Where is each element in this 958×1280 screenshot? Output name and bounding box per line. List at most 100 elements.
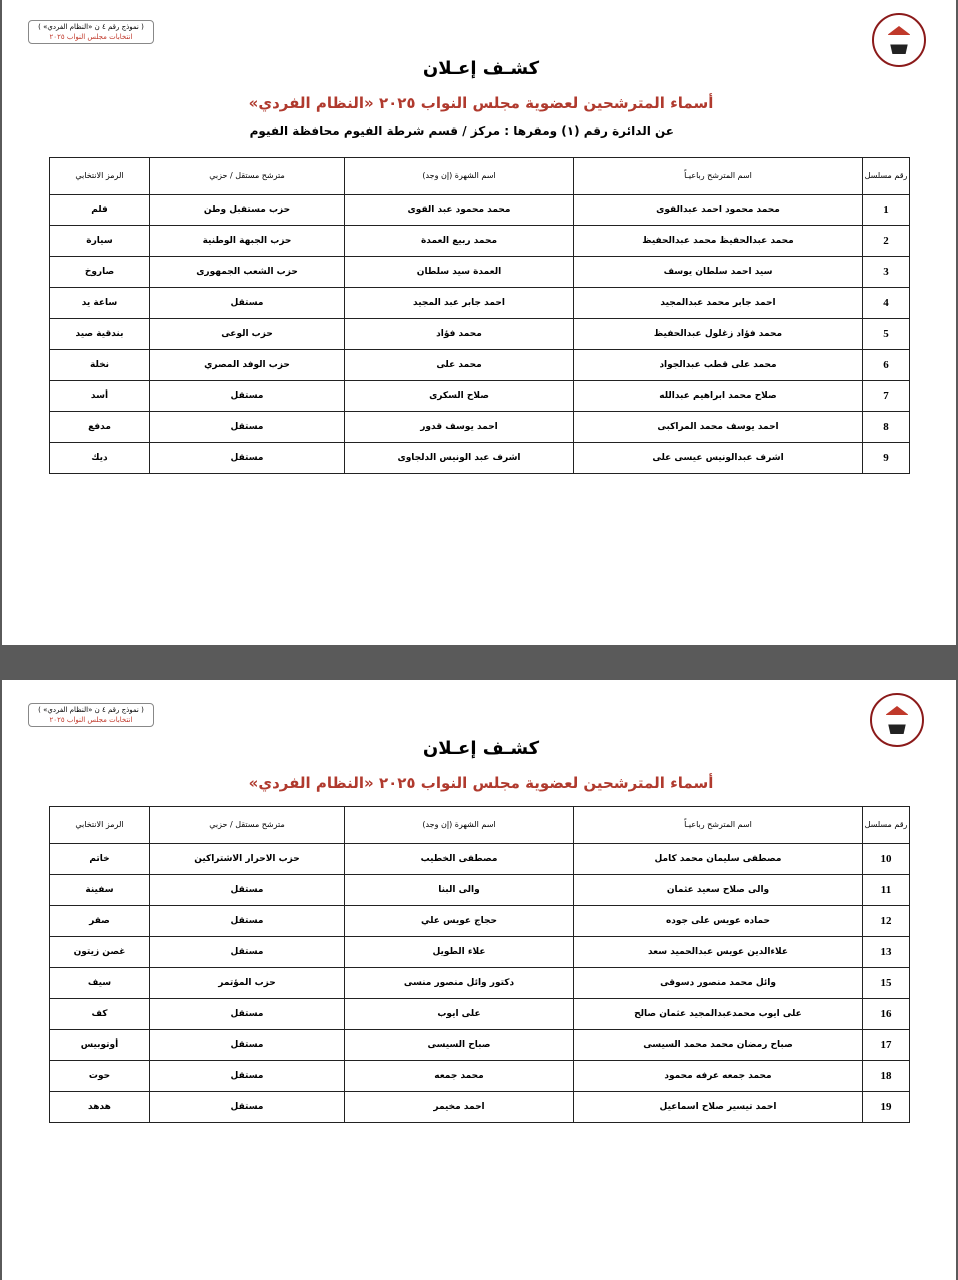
table-header: رقم مسلسل اسم المترشح رباعيـاً اسم الشهر…	[49, 806, 910, 844]
table-row: 7 صلاح محمد ابراهيم عبدالله صلاح السكرى مست…	[49, 380, 910, 412]
symbol-cell: نخلة	[49, 349, 150, 381]
symbol-cell: بندقية صيد	[49, 318, 150, 350]
nickname-cell: اشرف عبد الونيس الدلجاوى	[344, 442, 574, 474]
nickname-cell: دكتور وائل منصور منسى	[344, 967, 574, 999]
nickname-cell: محمد ربيع العمدة	[344, 225, 574, 257]
table-row: 12 حماده عويس على جوده حجاج عويس علي مستقل ص…	[49, 905, 910, 937]
nickname-cell: علاء الطويل	[344, 936, 574, 968]
col-nickname: اسم الشهرة (إن وجد)	[344, 806, 574, 844]
col-full-name: اسم المترشح رباعيـاً	[573, 806, 863, 844]
full-name-cell: محمد على قطب عبدالجواد	[573, 349, 863, 381]
nickname-cell: محمد على	[344, 349, 574, 381]
serial-cell: 5	[862, 318, 910, 350]
full-name-cell: والى صلاح سعيد عثمان	[573, 874, 863, 906]
table-row: 10 مصطفى سليمان محمد كامل مصطفى الخطيب حزب …	[49, 843, 910, 875]
nickname-cell: على ايوب	[344, 998, 574, 1030]
page-1: ( نموذج رقم ٤ ن «النظام الفردي» ) انتخاب…	[2, 0, 956, 645]
nickname-cell: والى البنا	[344, 874, 574, 906]
affiliation-cell: مستقل	[149, 442, 345, 474]
symbol-cell: صقر	[49, 905, 150, 937]
col-affiliation: مترشح مستقل / حزبي	[149, 157, 345, 195]
table-row: 8 احمد يوسف محمد المراكبى احمد يوسف قدور مس…	[49, 411, 910, 443]
full-name-cell: محمد عبدالحفيظ محمد عبدالحفيظ	[573, 225, 863, 257]
full-name-cell: سيد احمد سلطان يوسف	[573, 256, 863, 288]
page-subtitle: أسماء المترشحين لعضوية مجلس النواب ٢٠٢٥ …	[248, 94, 714, 112]
symbol-cell: أسد	[49, 380, 150, 412]
full-name-cell: مصطفى سليمان محمد كامل	[573, 843, 863, 875]
affiliation-cell: مستقل	[149, 287, 345, 319]
serial-cell: 18	[862, 1060, 910, 1092]
table-row: 15 وائل محمد منصور دسوقى دكتور وائل منصور …	[49, 967, 910, 999]
affiliation-cell: حزب الوعى	[149, 318, 345, 350]
symbol-cell: مدفع	[49, 411, 150, 443]
serial-cell: 6	[862, 349, 910, 381]
table-row: 19 احمد تيسير صلاح اسماعيل احمد مخيمر مستقل…	[49, 1091, 910, 1123]
serial-cell: 11	[862, 874, 910, 906]
full-name-cell: وائل محمد منصور دسوقى	[573, 967, 863, 999]
serial-cell: 12	[862, 905, 910, 937]
nickname-cell: احمد جابر عبد المجيد	[344, 287, 574, 319]
election-authority-logo-icon	[870, 693, 924, 747]
nickname-cell: محمد محمود عبد القوى	[344, 194, 574, 226]
page-subtitle: أسماء المترشحين لعضوية مجلس النواب ٢٠٢٥ …	[248, 774, 714, 792]
nickname-cell: حجاج عويس علي	[344, 905, 574, 937]
serial-cell: 3	[862, 256, 910, 288]
candidates-table-2: رقم مسلسل اسم المترشح رباعيـاً اسم الشهر…	[49, 806, 910, 1123]
serial-cell: 9	[862, 442, 910, 474]
col-symbol: الرمز الانتخابي	[49, 157, 150, 195]
col-symbol: الرمز الانتخابي	[49, 806, 150, 844]
table-row: 9 اشرف عبدالونيس عيسى على اشرف عبد الونيس …	[49, 442, 910, 474]
candidates-table-1: رقم مسلسل اسم المترشح رباعيـاً اسم الشهر…	[49, 157, 910, 474]
table-row: 11 والى صلاح سعيد عثمان والى البنا مستقل سفي…	[49, 874, 910, 906]
full-name-cell: احمد تيسير صلاح اسماعيل	[573, 1091, 863, 1123]
col-serial: رقم مسلسل	[862, 806, 910, 844]
form-label-line2: انتخابات مجلس النواب ٢٠٢٥	[49, 33, 133, 41]
table-row: 1 محمد محمود احمد عبدالقوى محمد محمود عبد …	[49, 194, 910, 226]
full-name-cell: محمد فؤاد زغلول عبدالحفيظ	[573, 318, 863, 350]
table-row: 4 احمد جابر محمد عبدالمجيد احمد جابر عبد ا…	[49, 287, 910, 319]
affiliation-cell: مستقل	[149, 998, 345, 1030]
table-row: 5 محمد فؤاد زغلول عبدالحفيظ محمد فؤاد حزب ا…	[49, 318, 910, 350]
nickname-cell: صلاح السكرى	[344, 380, 574, 412]
nickname-cell: احمد مخيمر	[344, 1091, 574, 1123]
symbol-cell: هدهد	[49, 1091, 150, 1123]
full-name-cell: احمد يوسف محمد المراكبى	[573, 411, 863, 443]
affiliation-cell: مستقل	[149, 936, 345, 968]
form-label: ( نموذج رقم ٤ ن «النظام الفردي» ) انتخاب…	[28, 703, 154, 727]
serial-cell: 13	[862, 936, 910, 968]
table-row: 16 على ايوب محمدعبدالمجيد عثمان صالح على ا…	[49, 998, 910, 1030]
nickname-cell: مصطفى الخطيب	[344, 843, 574, 875]
symbol-cell: صاروخ	[49, 256, 150, 288]
affiliation-cell: مستقل	[149, 1091, 345, 1123]
form-label-line1: ( نموذج رقم ٤ ن «النظام الفردي» )	[38, 23, 144, 31]
serial-cell: 16	[862, 998, 910, 1030]
district-info: عن الدائرة رقم (١) ومقرها : مركز / قسم ش…	[249, 124, 674, 138]
affiliation-cell: حزب الوفد المصري	[149, 349, 345, 381]
symbol-cell: سفينة	[49, 874, 150, 906]
affiliation-cell: مستقل	[149, 874, 345, 906]
affiliation-cell: مستقل	[149, 1060, 345, 1092]
full-name-cell: احمد جابر محمد عبدالمجيد	[573, 287, 863, 319]
symbol-cell: سيف	[49, 967, 150, 999]
affiliation-cell: حزب الاحرار الاشتراكين	[149, 843, 345, 875]
full-name-cell: اشرف عبدالونيس عيسى على	[573, 442, 863, 474]
nickname-cell: العمدة سيد سلطان	[344, 256, 574, 288]
full-name-cell: محمد محمود احمد عبدالقوى	[573, 194, 863, 226]
full-name-cell: صباح رمضان محمد محمد السيسى	[573, 1029, 863, 1061]
nickname-cell: صباح السيسى	[344, 1029, 574, 1061]
symbol-cell: خاتم	[49, 843, 150, 875]
symbol-cell: كف	[49, 998, 150, 1030]
page-title: كشـف إعـلان	[422, 738, 540, 759]
full-name-cell: محمد جمعه عرفه محمود	[573, 1060, 863, 1092]
affiliation-cell: حزب المؤتمر	[149, 967, 345, 999]
page-title: كشـف إعـلان	[422, 58, 540, 79]
symbol-cell: غصن زيتون	[49, 936, 150, 968]
table-row: 2 محمد عبدالحفيظ محمد عبدالحفيظ محمد ربيع …	[49, 225, 910, 257]
table-row: 6 محمد على قطب عبدالجواد محمد على حزب الوفد…	[49, 349, 910, 381]
serial-cell: 4	[862, 287, 910, 319]
symbol-cell: سيارة	[49, 225, 150, 257]
serial-cell: 1	[862, 194, 910, 226]
affiliation-cell: حزب الشعب الجمهورى	[149, 256, 345, 288]
symbol-cell: قلم	[49, 194, 150, 226]
table-header: رقم مسلسل اسم المترشح رباعيـاً اسم الشهر…	[49, 157, 910, 195]
